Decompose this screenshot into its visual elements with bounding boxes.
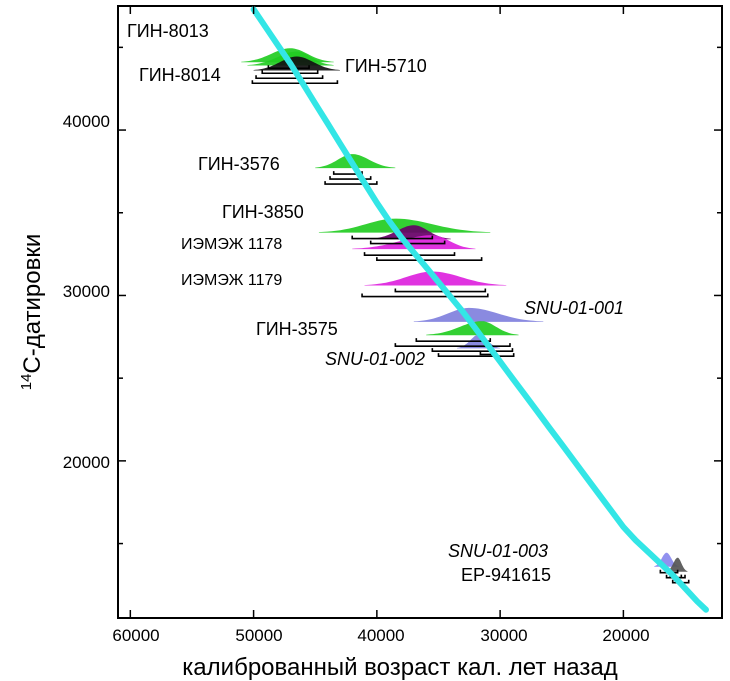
x-tick-label: 20000 xyxy=(602,626,649,645)
x-axis-label: калиброванный возраст кал. лет назад xyxy=(182,654,617,681)
range-bracket xyxy=(431,348,514,352)
range-bracket xyxy=(329,176,372,180)
x-tick-label: 50000 xyxy=(235,626,282,645)
range-bracket xyxy=(363,252,456,256)
probability-distribution xyxy=(352,235,476,250)
sample-label: ГИН-8013 xyxy=(127,21,209,41)
x-tick-label: 40000 xyxy=(357,626,404,645)
range-bracket xyxy=(394,343,511,347)
range-bracket xyxy=(351,235,434,240)
probability-distribution xyxy=(315,154,396,169)
sample-label: SNU-01-002 xyxy=(325,349,425,369)
sample-label: ГИН-3575 xyxy=(256,319,338,339)
y-tick-label: 30000 xyxy=(63,282,110,301)
probability-distribution xyxy=(413,307,544,322)
probability-distribution xyxy=(318,218,491,233)
y-axis-label: 14С-датировки xyxy=(18,234,46,391)
sample-label: ГИН-3576 xyxy=(198,154,280,174)
range-bracket xyxy=(415,338,492,342)
sample-label: ИЭМЭЖ 1179 xyxy=(181,272,282,289)
calibration-curve-layer xyxy=(250,6,709,613)
probability-distribution xyxy=(253,56,340,71)
range-bracket xyxy=(251,80,339,85)
y-tick-label: 40000 xyxy=(63,112,110,131)
range-bracket xyxy=(324,181,378,185)
y-tick-label: 20000 xyxy=(63,453,110,472)
range-bracket xyxy=(332,171,363,175)
sample-label: SNU-01-003 xyxy=(448,541,548,561)
sample-label: ГИН-3850 xyxy=(222,202,304,222)
range-bracket xyxy=(261,70,319,75)
range-bracket xyxy=(437,353,515,357)
axis-ticks xyxy=(118,6,722,618)
x-tick-label: 30000 xyxy=(480,626,527,645)
sample-label: ГИН-5710 xyxy=(345,56,427,76)
calibration-curve xyxy=(250,6,709,613)
range-bracket xyxy=(394,288,487,293)
sample-label: ГИН-8014 xyxy=(139,65,221,85)
sample-label: SNU-01-001 xyxy=(524,298,624,318)
range-bracket xyxy=(255,75,324,80)
range-bracket xyxy=(361,293,489,298)
probability-distribution xyxy=(666,557,688,572)
sample-label: ЕР-941615 xyxy=(461,565,551,585)
range-bracket xyxy=(376,257,483,261)
sample-label: ИЭМЭЖ 1178 xyxy=(181,236,282,253)
range-bracket xyxy=(267,65,310,70)
plot-frame xyxy=(117,5,723,619)
x-tick-label: 60000 xyxy=(112,626,159,645)
